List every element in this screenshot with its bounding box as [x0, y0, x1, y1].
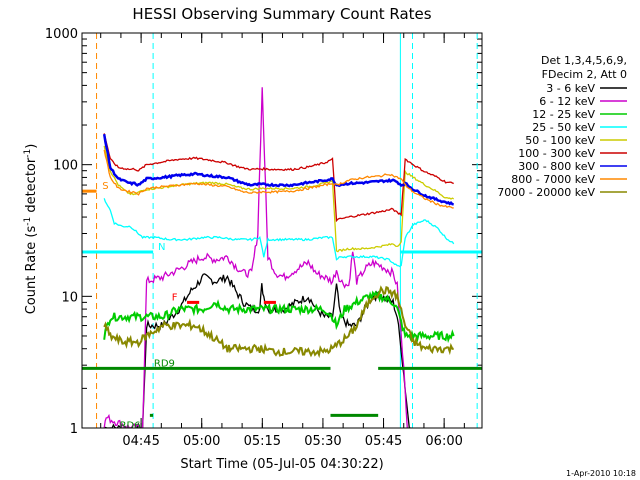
y-tick-label: 100 [53, 159, 78, 174]
legend-label: 800 - 7000 keV [511, 173, 595, 186]
series-line [103, 145, 455, 253]
y-tick-label: 1 [70, 422, 78, 437]
y-axis-label-end: ) [24, 144, 39, 149]
footer-date: 1-Apr-2010 10:18 [566, 469, 636, 478]
legend-header-line-1: Det 1,3,4,5,6,9, [541, 54, 627, 67]
series-line [103, 149, 454, 209]
legend: Det 1,3,4,5,6,9, FDecim 2, Att 0 3 - 6 k… [497, 54, 627, 199]
flag-label: RD6 [120, 420, 141, 431]
y-axis-label: Count Rate (s-1 detector-1) [23, 144, 39, 315]
y-tick-label: 10 [61, 290, 78, 305]
series-line [103, 285, 454, 359]
legend-label: 6 - 12 keV [539, 95, 595, 108]
legend-label: 3 - 6 keV [546, 82, 595, 95]
legend-label: 12 - 25 keV [532, 108, 595, 121]
plot-frame [81, 32, 483, 429]
x-tick-label: 06:00 [425, 434, 462, 449]
x-tick-label: 05:30 [304, 434, 341, 449]
x-axis-label: Start Time (05-Jul-05 04:30:22) [180, 457, 383, 472]
flag-label: F [172, 292, 178, 303]
flag-label: N [158, 242, 165, 253]
legend-label: 25 - 50 keV [532, 121, 595, 134]
flag-label: S [102, 181, 108, 192]
series-line [102, 134, 454, 206]
series-line [103, 198, 455, 268]
y-tick-label: 1000 [45, 27, 78, 42]
y-axis-label-mid: detector [24, 157, 39, 217]
chart-title: HESSI Observing Summary Count Rates [132, 5, 431, 23]
x-tick-label: 05:00 [183, 434, 220, 449]
legend-header-line-2: FDecim 2, Att 0 [542, 68, 627, 81]
data-layer: 1 10 100 1000 04:45 05:00 05:15 05:30 05:45 06:00… [45, 27, 482, 449]
y-axis-label-sup2: -1 [23, 149, 33, 158]
x-tick-label: 04:45 [122, 434, 159, 449]
legend-label: 7000 - 20000 keV [497, 186, 595, 199]
legend-label: 50 - 100 keV [525, 134, 595, 147]
x-tick-label: 05:45 [365, 434, 402, 449]
series-line [103, 290, 455, 344]
series-line [103, 133, 454, 223]
flag-label: RD9 [154, 358, 175, 369]
legend-label: 100 - 300 keV [518, 147, 595, 160]
y-axis-label-main: Count Rate (s [24, 226, 39, 315]
legend-label: 300 - 800 keV [518, 160, 595, 173]
series-line [103, 87, 408, 428]
y-axis-label-sup1: -1 [23, 217, 33, 226]
x-tick-label: 05:15 [244, 434, 281, 449]
